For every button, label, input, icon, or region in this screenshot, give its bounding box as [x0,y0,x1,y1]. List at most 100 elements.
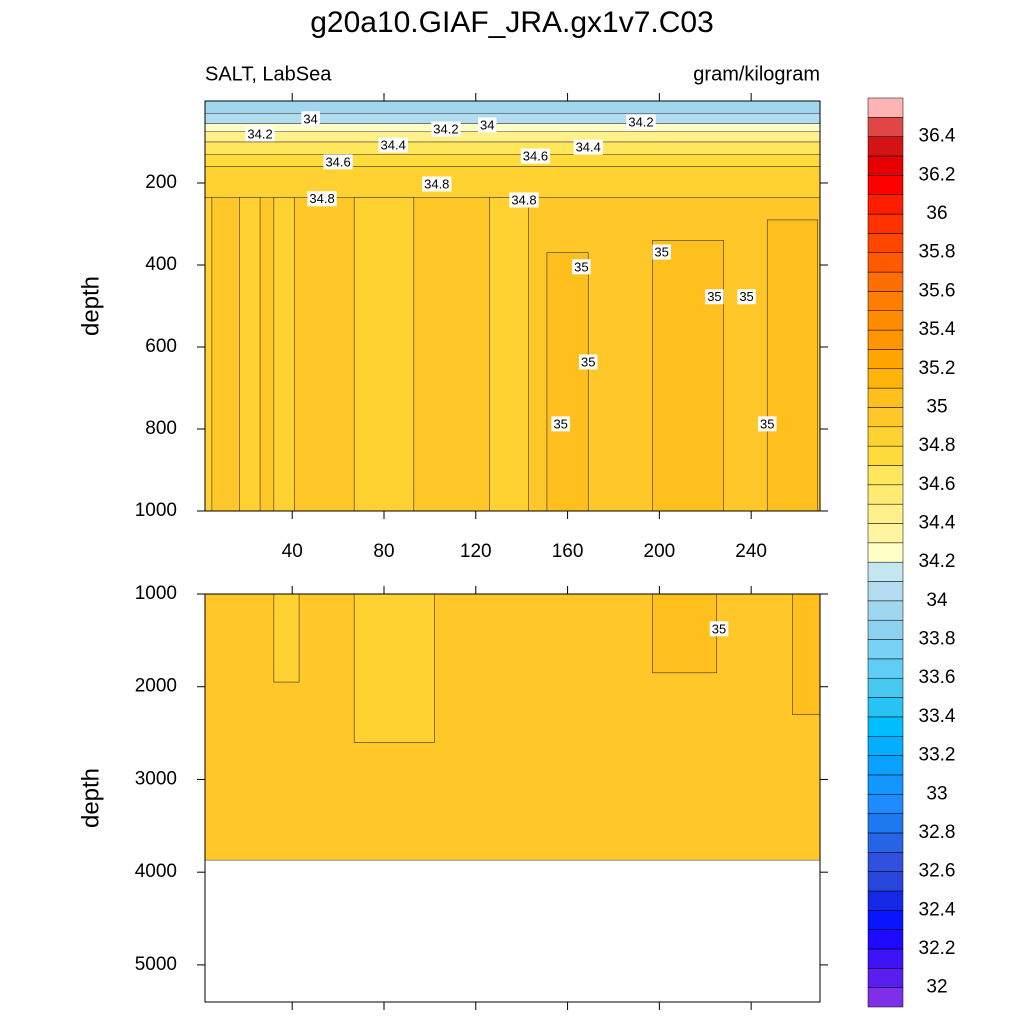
colorbar-box [867,697,904,718]
colorbar-box [867,677,904,698]
colorbar-box [867,735,904,756]
colorbar-label: 36.4 [919,126,956,147]
colorbar-box [867,484,904,505]
salinity-column [273,197,295,511]
contour-label-bg [572,259,591,275]
colorbar-label: 32.4 [919,899,956,920]
contour-label-bg [245,126,275,142]
colorbar-box [867,542,904,563]
colorbar-box [867,329,904,350]
y-tick-label: 600 [145,336,177,357]
colorbar-label: 34.6 [919,474,956,495]
colorbar-label: 36 [926,203,947,224]
colorbar-box [867,987,904,1008]
salinity-band [205,154,820,167]
colorbar-label: 33.2 [919,745,956,766]
colorbar-box [867,310,904,331]
colorbar-label: 34.2 [919,551,956,572]
right-label: gram/kilogram [693,63,820,85]
contour-label: 34.2 [628,115,653,130]
colorbar-box [867,465,904,486]
contour-label-bg [307,191,337,207]
colorbar-box [867,445,904,466]
salinity-band [205,123,820,133]
colorbar-box [867,561,904,582]
contour-label: 35 [712,621,726,636]
colorbar-label: 33.8 [919,629,956,650]
contour-label-bg [378,137,408,153]
colorbar-label: 33 [926,783,947,804]
x-tick-label: 120 [460,541,492,562]
contour-label: 34.2 [433,122,458,137]
colorbar-label: 32 [926,977,947,998]
colorbar-label: 34.8 [919,435,956,456]
colorbar-box [867,910,904,930]
salinity-column [652,240,724,511]
colorbar-box [867,368,904,389]
y-axis-label: depth [77,276,104,336]
colorbar-label: 32.6 [919,861,956,882]
contour-label-bg [551,416,570,432]
contour-label: 35 [581,354,595,369]
colorbar-box [867,774,904,795]
y-tick-label: 5000 [135,954,177,975]
colorbar-box [867,948,904,969]
colorbar-box [867,136,904,157]
contour-label-bg [578,354,598,370]
colorbar-box [867,890,904,911]
contour-label-bg [626,114,656,130]
colorbar-box [867,716,904,737]
colorbar-box [867,871,904,892]
colorbar-box [867,813,904,834]
colorbar-label: 36.2 [919,164,956,185]
x-tick-label: 160 [552,541,584,562]
contour-label: 34.8 [309,191,334,206]
colorbar-box [867,194,904,215]
colorbar-box [867,97,904,118]
colorbar-label: 32.8 [919,822,956,843]
x-tick-label: 200 [644,541,676,562]
contour-label: 35 [654,245,668,260]
y-tick-label: 2000 [135,676,177,697]
contour-label-bg [431,121,461,137]
salinity-band [205,113,820,124]
colorbar-box [867,600,904,621]
salinity-column [792,594,820,715]
contour-label-bg [478,117,497,133]
colorbar-box [867,929,904,950]
colorbar-box [867,271,904,292]
contour-label: 34.4 [576,140,601,155]
colorbar-box [867,852,904,872]
y-axis-label: depth [77,768,104,828]
contour-label: 34.2 [247,126,272,141]
colorbar-label: 35.4 [919,319,956,340]
colorbar-box [867,794,904,814]
contour-label: 35 [760,416,774,431]
y-tick-label: 4000 [135,861,177,882]
x-tick-label: 240 [735,541,767,562]
colorbar-label: 33.6 [919,667,956,688]
y-tick-label: 1000 [135,500,177,521]
contour-label: 34.6 [523,149,548,164]
colorbar-box [867,233,904,253]
salinity-column [353,197,415,511]
colorbar-box [867,407,904,428]
plot-frame [204,100,821,512]
contour-label: 35 [739,289,753,304]
colorbar-label: 35.8 [919,242,956,263]
contour-label: 35 [553,416,567,431]
colorbar-box [867,213,904,234]
colorbar-box [867,503,904,524]
salinity-column [205,197,213,511]
colorbar-box [867,968,904,988]
contour-label-bg [422,176,452,192]
colorbar-label: 35.2 [919,358,956,379]
x-tick-label: 80 [373,541,394,562]
plot-area: 35 [205,594,820,861]
colorbar-box [867,175,904,195]
contour-label: 34 [480,117,494,132]
salinity-column [546,252,589,511]
salinity-column [766,219,819,511]
contour-label-bg [323,154,353,170]
